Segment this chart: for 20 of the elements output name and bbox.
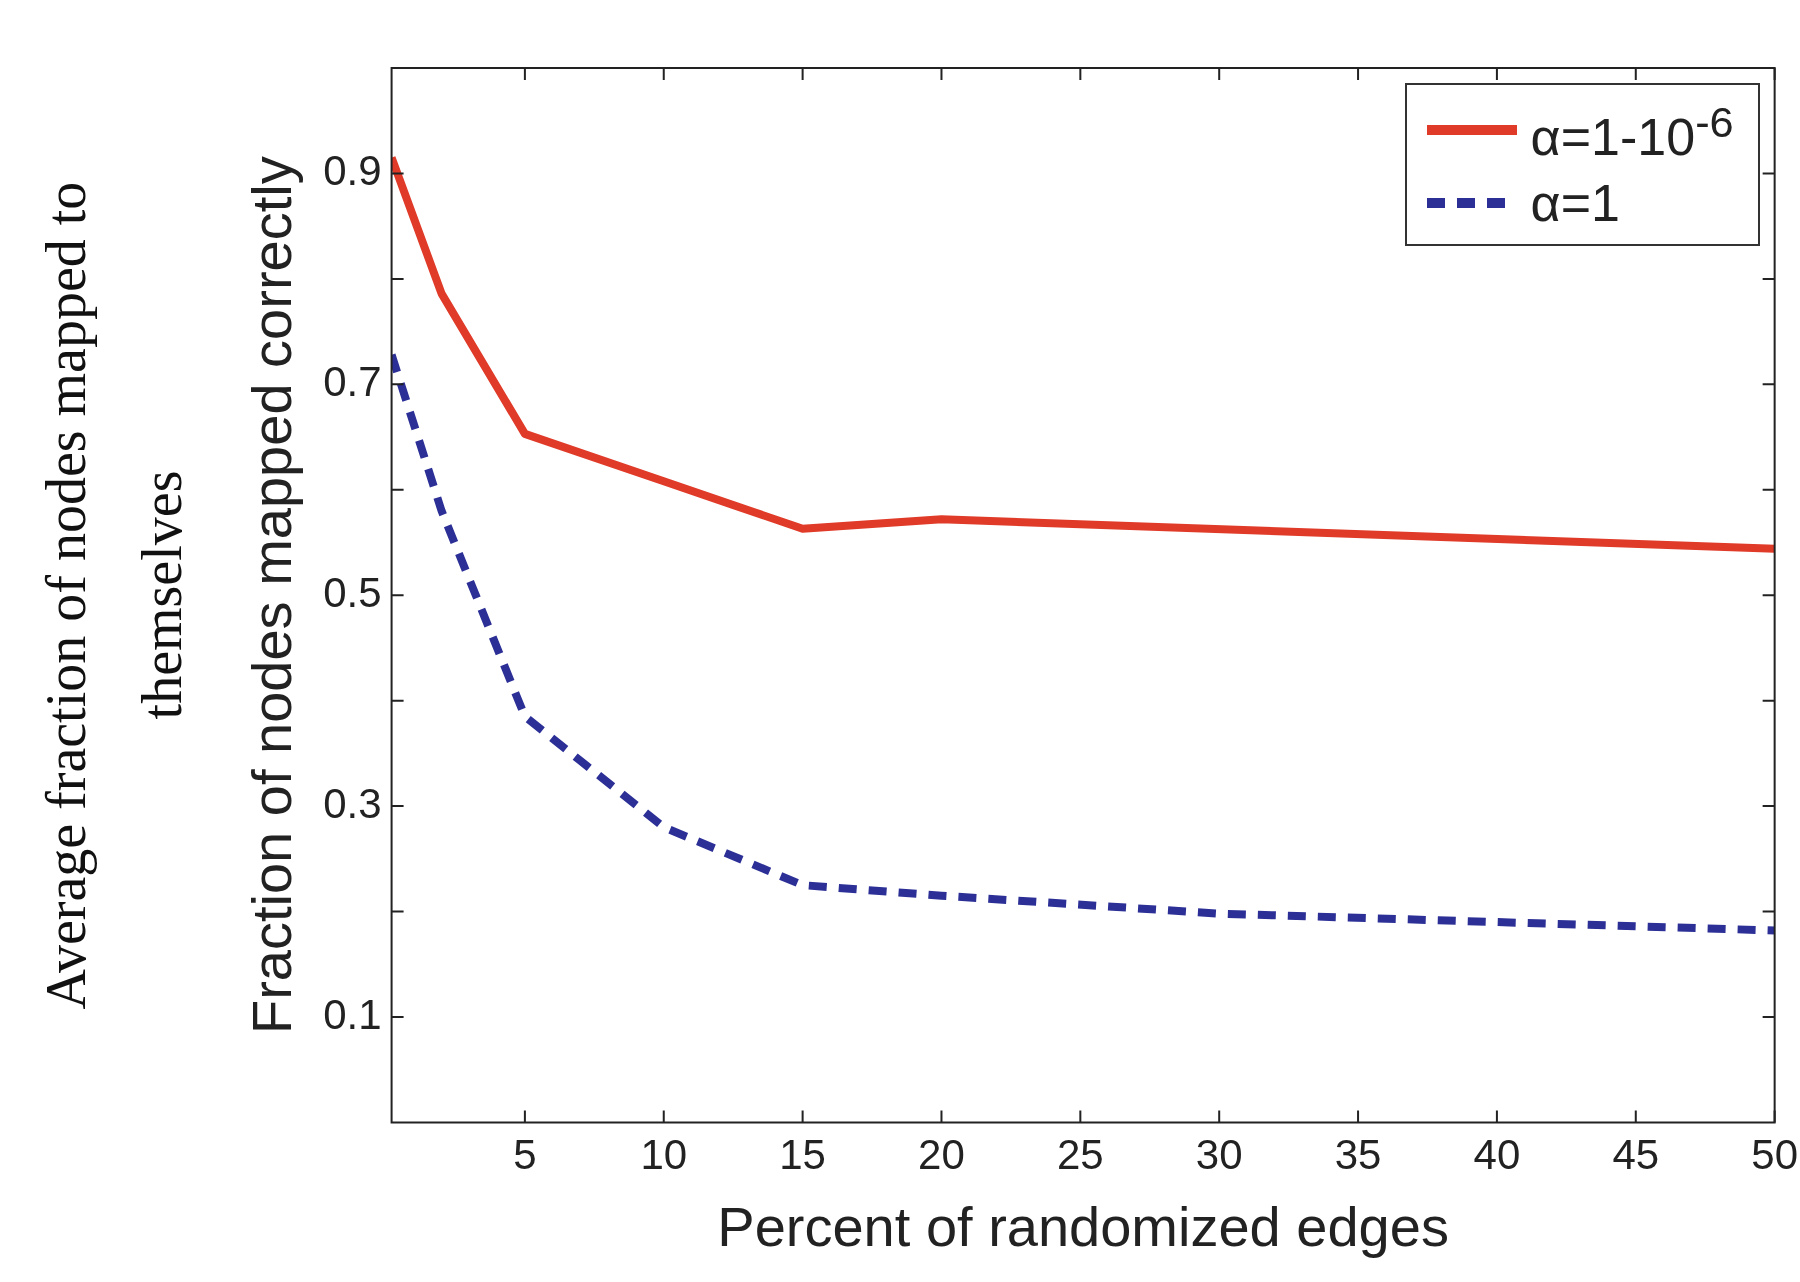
y-axis-title: Fraction of nodes mapped correctly xyxy=(240,156,304,1035)
text: Average fraction of nodes mapped to themselves xyxy=(34,180,194,1012)
x-tick-label: 5 xyxy=(513,1131,537,1179)
y-tick-label: 0.5 xyxy=(323,568,382,616)
x-tick-label: 45 xyxy=(1612,1131,1660,1179)
x-tick-label: 50 xyxy=(1751,1131,1798,1179)
x-tick-label: 25 xyxy=(1056,1131,1104,1179)
y-tick-label: 0.7 xyxy=(323,357,382,405)
y-tick-label: 0.1 xyxy=(323,990,382,1038)
x-tick-label: 10 xyxy=(640,1131,688,1179)
x-tick-label: 20 xyxy=(918,1131,965,1179)
y-tick-label: 0.3 xyxy=(323,779,382,827)
x-axis-title: Percent of randomized edges xyxy=(717,1194,1449,1258)
x-tick-label: 15 xyxy=(779,1131,826,1179)
x-tick-label: 35 xyxy=(1334,1131,1382,1179)
x-tick-label: 30 xyxy=(1195,1131,1243,1179)
y-tick-label: 0.9 xyxy=(323,147,382,195)
legend-label: α=1 xyxy=(1530,173,1620,235)
x-tick-label: 40 xyxy=(1473,1131,1521,1179)
legend-label: α=1-10$^{-6}$ xyxy=(1530,97,1734,169)
